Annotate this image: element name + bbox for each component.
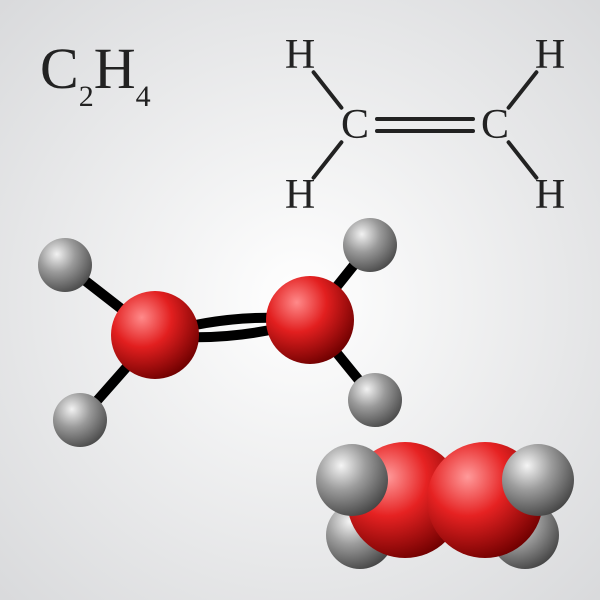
hydrogen-sphere (53, 393, 107, 447)
carbon-sphere (111, 291, 199, 379)
carbon-sphere (266, 276, 354, 364)
hydrogen-sphere (502, 444, 574, 516)
atom-label-H: H (285, 32, 315, 78)
formula-subscript: 2 (79, 80, 94, 113)
atom-label-C: C (341, 102, 369, 148)
diagram-stage: CCHHHH C2H4 (0, 0, 600, 600)
formula-element: H (94, 36, 136, 101)
hydrogen-sphere (38, 238, 92, 292)
molecular-formula: C2H4 (40, 35, 151, 102)
atom-label-C: C (481, 102, 509, 148)
formula-element: C (40, 36, 79, 101)
hydrogen-sphere (316, 444, 388, 516)
atom-label-H: H (285, 172, 315, 218)
formula-subscript: 4 (136, 80, 151, 113)
atom-label-H: H (535, 172, 565, 218)
atom-label-H: H (535, 32, 565, 78)
hydrogen-sphere (348, 373, 402, 427)
hydrogen-sphere (343, 218, 397, 272)
